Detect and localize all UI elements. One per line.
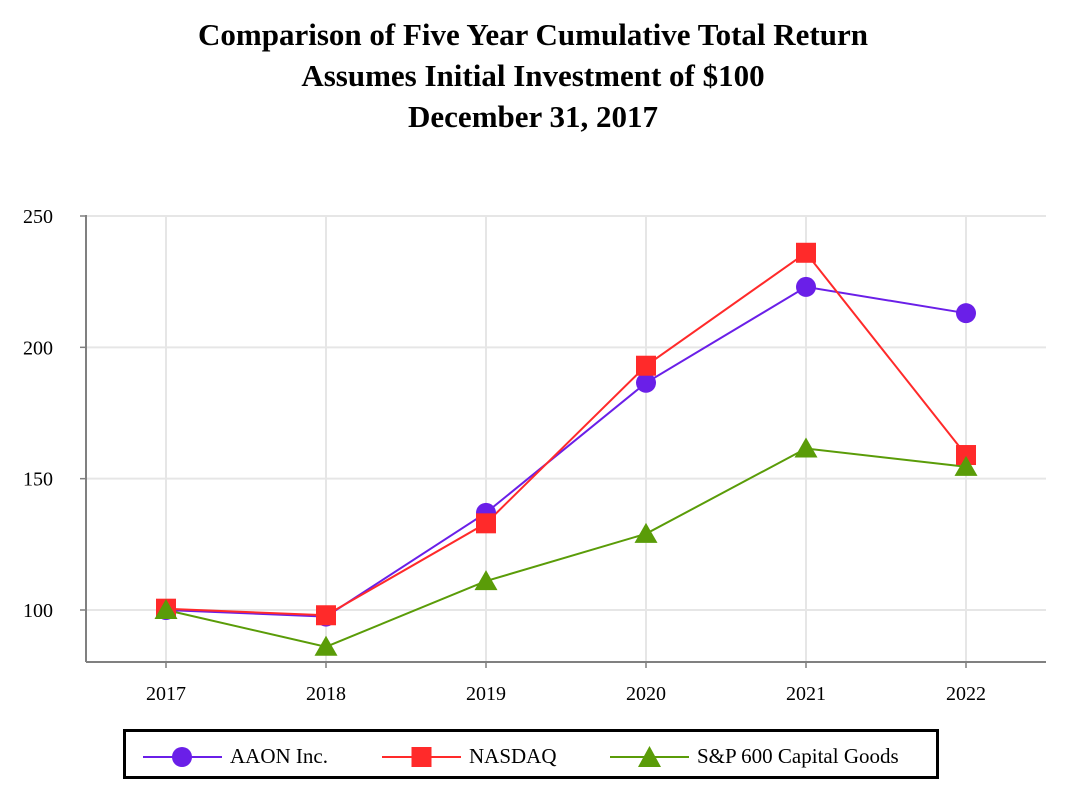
- data-point-s-p-600-capital-goods-2018: [314, 635, 338, 656]
- data-point-aaon-inc-2020: [636, 372, 656, 393]
- legend-swatch-nasdaq: [382, 747, 461, 767]
- data-point-s-p-600-capital-goods-2017: [154, 599, 178, 619]
- legend-marker-sp600: [638, 746, 661, 767]
- chart-title-line-2: Assumes Initial Investment of $100: [301, 58, 765, 93]
- legend-swatches: [143, 746, 689, 767]
- data-point-nasdaq-2021: [796, 242, 816, 263]
- data-point-aaon-inc-2021: [796, 276, 816, 297]
- data-point-s-p-600-capital-goods-2020: [634, 522, 658, 543]
- data-point-nasdaq-2022: [956, 445, 976, 466]
- x-tick-label-2021: 2021: [786, 683, 826, 705]
- chart-title: Comparison of Five Year Cumulative Total…: [0, 14, 1066, 137]
- y-tick-label-100: 100: [23, 600, 53, 622]
- x-tick-label-2020: 2020: [626, 683, 666, 705]
- data-point-nasdaq-2020: [636, 355, 656, 376]
- series-line-aaon-inc: [165, 285, 967, 618]
- legend-marker-nasdaq: [411, 747, 432, 767]
- x-tick-label-2018: 2018: [306, 683, 346, 705]
- x-tick-label-2017: 2017: [146, 683, 186, 705]
- legend-label-sp600: S&P 600 Capital Goods: [697, 744, 899, 768]
- legend-label-nasdaq: NASDAQ: [469, 744, 557, 768]
- legend-label-aaon: AAON Inc.: [230, 744, 328, 768]
- data-point-s-p-600-capital-goods-2021: [794, 437, 818, 458]
- series-line-nasdaq: [165, 251, 967, 617]
- data-point-s-p-600-capital-goods-2019: [474, 570, 498, 591]
- series-line-s-p-600-capital-goods: [165, 447, 967, 648]
- legend-swatch-aaon: [143, 747, 222, 767]
- chart-title-line-1: Comparison of Five Year Cumulative Total…: [198, 17, 868, 52]
- x-tick-label-2022: 2022: [946, 683, 986, 705]
- data-point-aaon-inc-2022: [956, 303, 976, 324]
- y-tick-label-200: 200: [23, 337, 53, 359]
- data-point-nasdaq-2018: [316, 605, 336, 626]
- data-point-s-p-600-capital-goods-2022: [954, 455, 978, 476]
- line-chart: 100 150 200 250 2017 2018 2019 2020 2021 2022: [23, 206, 1046, 705]
- chart-title-line-3: December 31, 2017: [408, 99, 658, 134]
- x-tick-label-2019: 2019: [466, 683, 506, 705]
- chart-legend: AAON Inc. NASDAQ S&P 600 Capital Goods: [123, 729, 939, 779]
- y-tick-label-250: 250: [23, 206, 53, 228]
- legend-swatch-sp600: [610, 746, 689, 767]
- legend-marker-aaon: [172, 747, 192, 767]
- y-tick-label-150: 150: [23, 469, 53, 491]
- data-point-nasdaq-2019: [476, 513, 496, 534]
